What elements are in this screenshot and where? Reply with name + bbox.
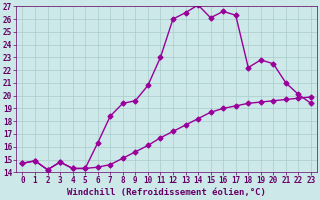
X-axis label: Windchill (Refroidissement éolien,°C): Windchill (Refroidissement éolien,°C) bbox=[67, 188, 266, 197]
